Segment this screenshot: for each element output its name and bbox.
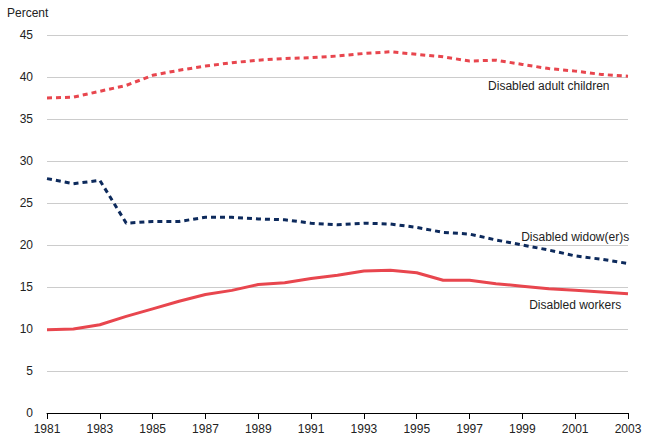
svg-text:2003: 2003 bbox=[615, 422, 642, 436]
svg-text:1991: 1991 bbox=[298, 422, 325, 436]
svg-text:0: 0 bbox=[26, 406, 33, 420]
svg-text:Disabled workers: Disabled workers bbox=[529, 298, 621, 312]
svg-text:1985: 1985 bbox=[139, 422, 166, 436]
svg-text:20: 20 bbox=[20, 238, 34, 252]
svg-text:25: 25 bbox=[20, 196, 34, 210]
svg-text:40: 40 bbox=[20, 70, 34, 84]
svg-text:Percent: Percent bbox=[7, 6, 49, 20]
svg-text:45: 45 bbox=[20, 28, 34, 42]
svg-text:1989: 1989 bbox=[245, 422, 272, 436]
svg-text:1983: 1983 bbox=[86, 422, 113, 436]
svg-text:30: 30 bbox=[20, 154, 34, 168]
svg-text:1999: 1999 bbox=[509, 422, 536, 436]
svg-text:15: 15 bbox=[20, 280, 34, 294]
svg-text:1997: 1997 bbox=[456, 422, 483, 436]
svg-text:1993: 1993 bbox=[351, 422, 378, 436]
svg-text:1995: 1995 bbox=[403, 422, 430, 436]
svg-text:5: 5 bbox=[26, 364, 33, 378]
svg-text:Disabled widow(er)s: Disabled widow(er)s bbox=[521, 230, 629, 244]
svg-text:1981: 1981 bbox=[34, 422, 61, 436]
svg-text:1987: 1987 bbox=[192, 422, 219, 436]
svg-text:2001: 2001 bbox=[562, 422, 589, 436]
svg-text:Disabled adult children: Disabled adult children bbox=[488, 79, 609, 93]
svg-text:10: 10 bbox=[20, 322, 34, 336]
svg-text:35: 35 bbox=[20, 112, 34, 126]
